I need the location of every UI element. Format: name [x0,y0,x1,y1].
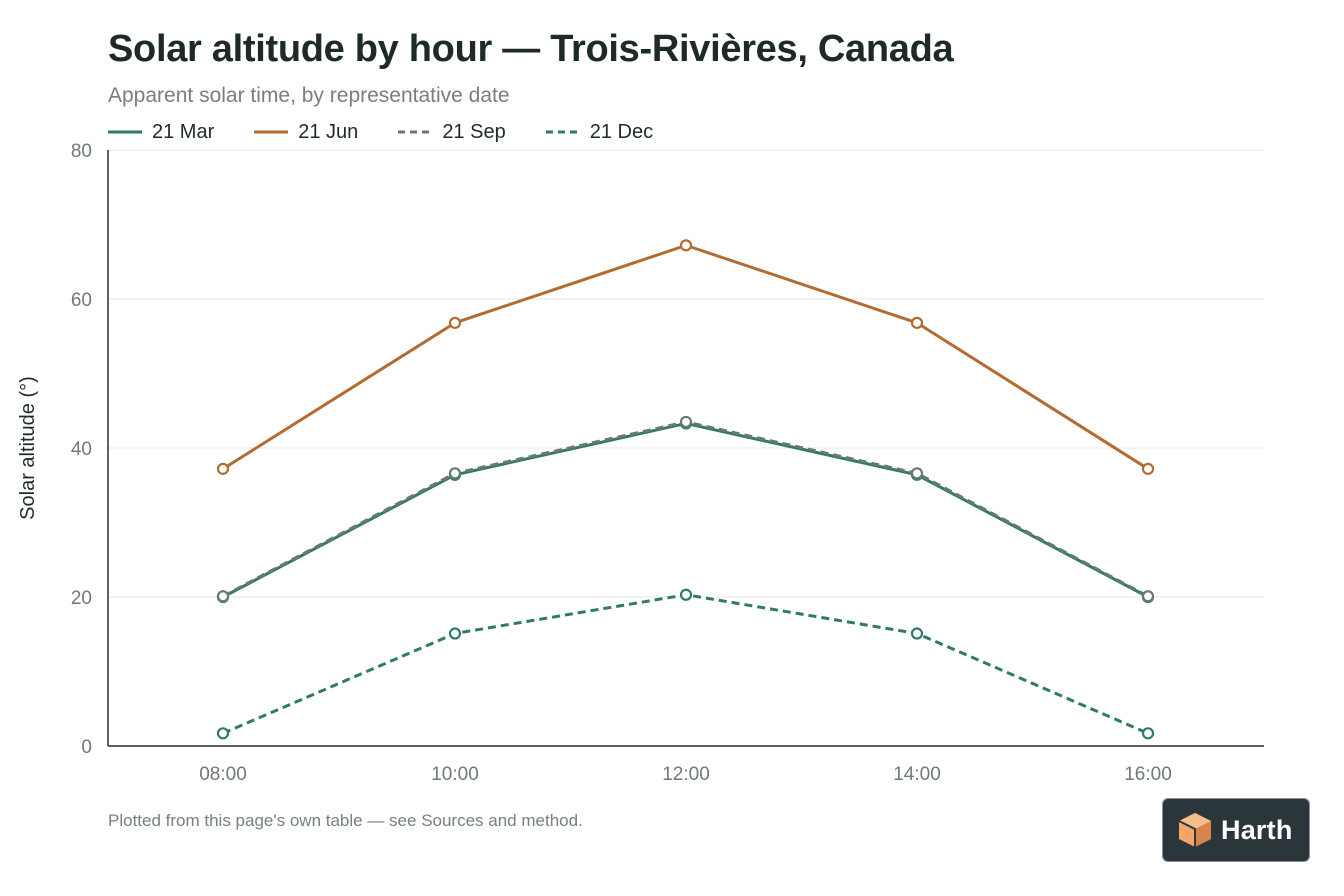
data-point-21-dec [679,588,693,601]
legend-swatch [398,130,433,134]
y-axis-label: Solar altitude (°) [17,376,39,520]
y-tick-label: 40 [71,439,92,460]
data-point-21-sep [679,415,693,429]
x-tick-label: 14:00 [893,764,941,785]
legend-label: 21 Sep [442,120,506,143]
data-point-21-dec [448,627,462,640]
data-point-21-dec [910,627,924,640]
data-point-21-sep [448,467,462,480]
data-point-21-jun [910,316,924,329]
data-point-21-jun [1141,462,1155,475]
harth-logo: Harth [1162,798,1310,862]
line-chart: 0 20 40 60 80 08:00 10:00 12:00 14:00 16:00 Solar … [17,141,1264,785]
data-point-21-sep [910,467,924,480]
legend-label: 21 Jun [298,120,359,143]
y-tick-label: 60 [71,290,92,311]
data-point-21-jun [216,462,230,475]
legend-label: 21 Mar [152,120,215,143]
x-tick-label: 08:00 [199,764,247,785]
legend-swatch [254,130,289,134]
y-tick-label: 0 [81,737,92,758]
legend-item: 21 Sep [398,120,506,144]
data-point-21-dec [216,727,230,740]
data-point-21-sep [1141,590,1155,603]
data-point-21-dec [1141,727,1155,740]
legend-item: 21 Jun [254,121,358,144]
chart-legend: 21 Mar 21 Jun 21 Sep 21 Dec [108,118,693,146]
data-point-21-jun [679,239,693,252]
data-point-21-jun [448,316,462,329]
y-tick-label: 20 [71,588,92,609]
footnote: Plotted from this page's own table — see… [108,811,583,830]
chart-title: Solar altitude by hour — Trois-Rivières,… [108,28,954,70]
legend-item: 21 Mar [108,121,214,144]
series-line-21-dec [222,593,1149,735]
data-point-21-sep [216,590,230,603]
x-tick-label: 16:00 [1124,764,1172,785]
legend-item: 21 Dec [545,120,654,144]
chart-subtitle: Apparent solar time, by representative d… [108,84,510,107]
logo-text: Harth [1221,814,1293,845]
legend-swatch [108,130,142,134]
x-tick-label: 10:00 [431,764,479,785]
cube-logo-icon [1178,813,1211,847]
x-tick-label: 12:00 [662,764,710,785]
legend-label: 21 Dec [589,120,654,143]
series-line-21-jun [222,243,1149,471]
series-line-21-mar [222,421,1149,599]
y-tick-label: 80 [71,141,92,162]
legend-swatch [545,130,580,134]
